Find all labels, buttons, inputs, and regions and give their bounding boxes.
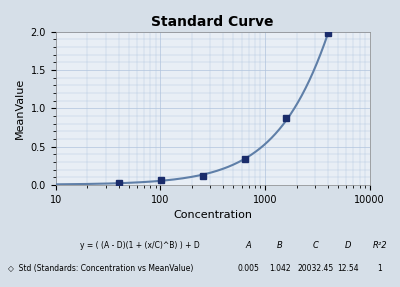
Text: C: C — [313, 241, 319, 250]
Text: 0.005: 0.005 — [237, 264, 259, 273]
Text: ◇  Std (Standards: Concentration vs MeanValue): ◇ Std (Standards: Concentration vs MeanV… — [8, 264, 193, 273]
Text: y = ( (A - D)(1 + (x/C)^B) ) + D: y = ( (A - D)(1 + (x/C)^B) ) + D — [80, 241, 200, 250]
Text: B: B — [277, 241, 283, 250]
Text: 12.54: 12.54 — [337, 264, 359, 273]
Text: 20032.45: 20032.45 — [298, 264, 334, 273]
Text: D: D — [345, 241, 351, 250]
Y-axis label: MeanValue: MeanValue — [15, 78, 25, 139]
Text: A: A — [245, 241, 251, 250]
Text: 1: 1 — [378, 264, 382, 273]
X-axis label: Concentration: Concentration — [173, 210, 252, 220]
Text: R²2: R²2 — [373, 241, 387, 250]
Title: Standard Curve: Standard Curve — [152, 15, 274, 29]
Text: 1.042: 1.042 — [269, 264, 291, 273]
